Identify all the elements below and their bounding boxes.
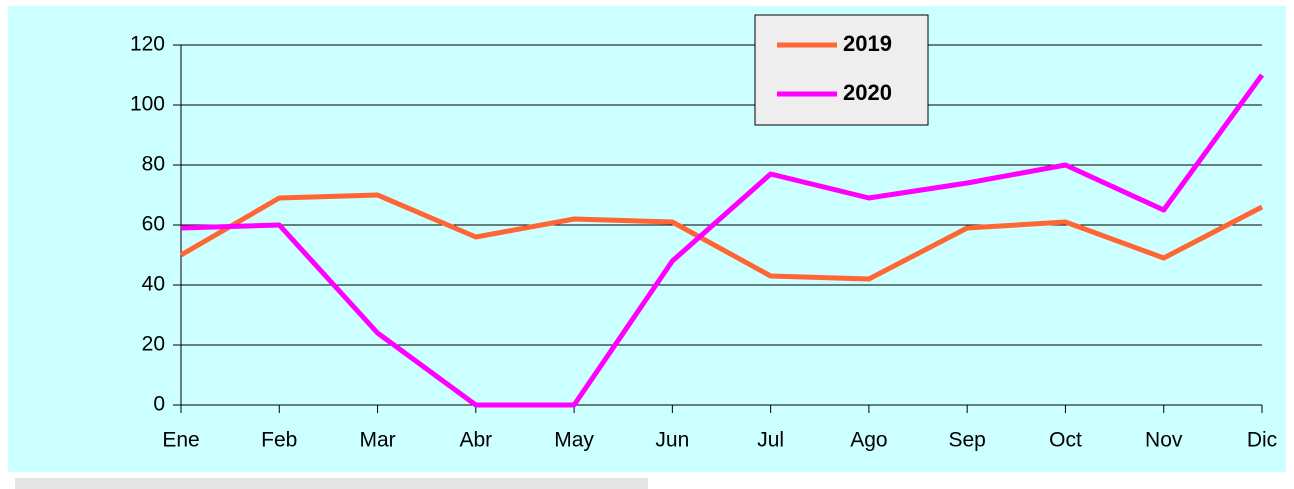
x-tick-label: Jul (757, 429, 784, 452)
y-tick-label: 40 (142, 273, 165, 296)
x-tick-label: Ago (850, 429, 887, 452)
legend-box (754, 14, 929, 126)
x-tick-label: Oct (1049, 429, 1082, 452)
x-tick-label: Sep (948, 429, 985, 452)
line-series (180, 73, 1265, 408)
y-tick-label: 100 (130, 93, 165, 116)
x-tick-label: Abr (459, 429, 492, 452)
x-tick-label: Jun (655, 429, 689, 452)
y-tick-label: 60 (142, 213, 165, 236)
legend-label: 2020 (843, 80, 892, 105)
legend-label: 2019 (843, 31, 892, 56)
x-tick-label: Mar (359, 429, 395, 452)
y-tick-label: 0 (153, 393, 165, 416)
x-tick-label: Ene (162, 429, 199, 452)
x-tick-label: Feb (261, 429, 297, 452)
y-tick-label: 120 (130, 33, 165, 56)
y-tick-label: 20 (142, 333, 165, 356)
scroll-strip (15, 478, 648, 489)
x-tick-label: Dic (1247, 429, 1277, 452)
x-tick-label: Nov (1145, 429, 1183, 452)
line-series (179, 192, 1264, 282)
y-tick-label: 80 (142, 153, 165, 176)
chart-background (8, 6, 1286, 472)
x-tick-label: May (554, 429, 594, 452)
